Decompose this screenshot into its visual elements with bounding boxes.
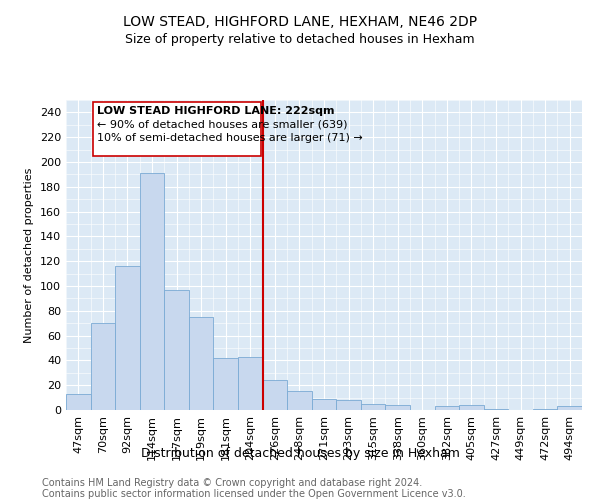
Text: Contains HM Land Registry data © Crown copyright and database right 2024.: Contains HM Land Registry data © Crown c… (42, 478, 422, 488)
Bar (164, 290, 189, 410)
Y-axis label: Number of detached properties: Number of detached properties (25, 168, 34, 342)
Bar (140, 173, 164, 410)
Bar (361, 404, 385, 410)
Text: 10% of semi-detached houses are larger (71) →: 10% of semi-detached houses are larger (… (97, 134, 362, 143)
Bar (336, 400, 361, 410)
Text: LOW STEAD HIGHFORD LANE: 222sqm: LOW STEAD HIGHFORD LANE: 222sqm (97, 106, 334, 116)
Bar (115, 266, 140, 410)
FancyBboxPatch shape (93, 102, 262, 156)
Bar (238, 356, 263, 410)
Text: ← 90% of detached houses are smaller (639): ← 90% of detached houses are smaller (63… (97, 120, 347, 130)
Bar (214, 358, 238, 410)
Bar (459, 405, 484, 410)
Bar (533, 409, 557, 410)
Text: LOW STEAD, HIGHFORD LANE, HEXHAM, NE46 2DP: LOW STEAD, HIGHFORD LANE, HEXHAM, NE46 2… (123, 15, 477, 29)
Bar (385, 405, 410, 410)
Bar (484, 409, 508, 410)
Text: Distribution of detached houses by size in Hexham: Distribution of detached houses by size … (140, 448, 460, 460)
Bar (434, 406, 459, 410)
Text: Contains public sector information licensed under the Open Government Licence v3: Contains public sector information licen… (42, 489, 466, 499)
Bar (287, 392, 312, 410)
Bar (91, 323, 115, 410)
Bar (263, 380, 287, 410)
Bar (66, 394, 91, 410)
Bar (557, 406, 582, 410)
Text: Size of property relative to detached houses in Hexham: Size of property relative to detached ho… (125, 32, 475, 46)
Bar (189, 317, 214, 410)
Bar (312, 399, 336, 410)
